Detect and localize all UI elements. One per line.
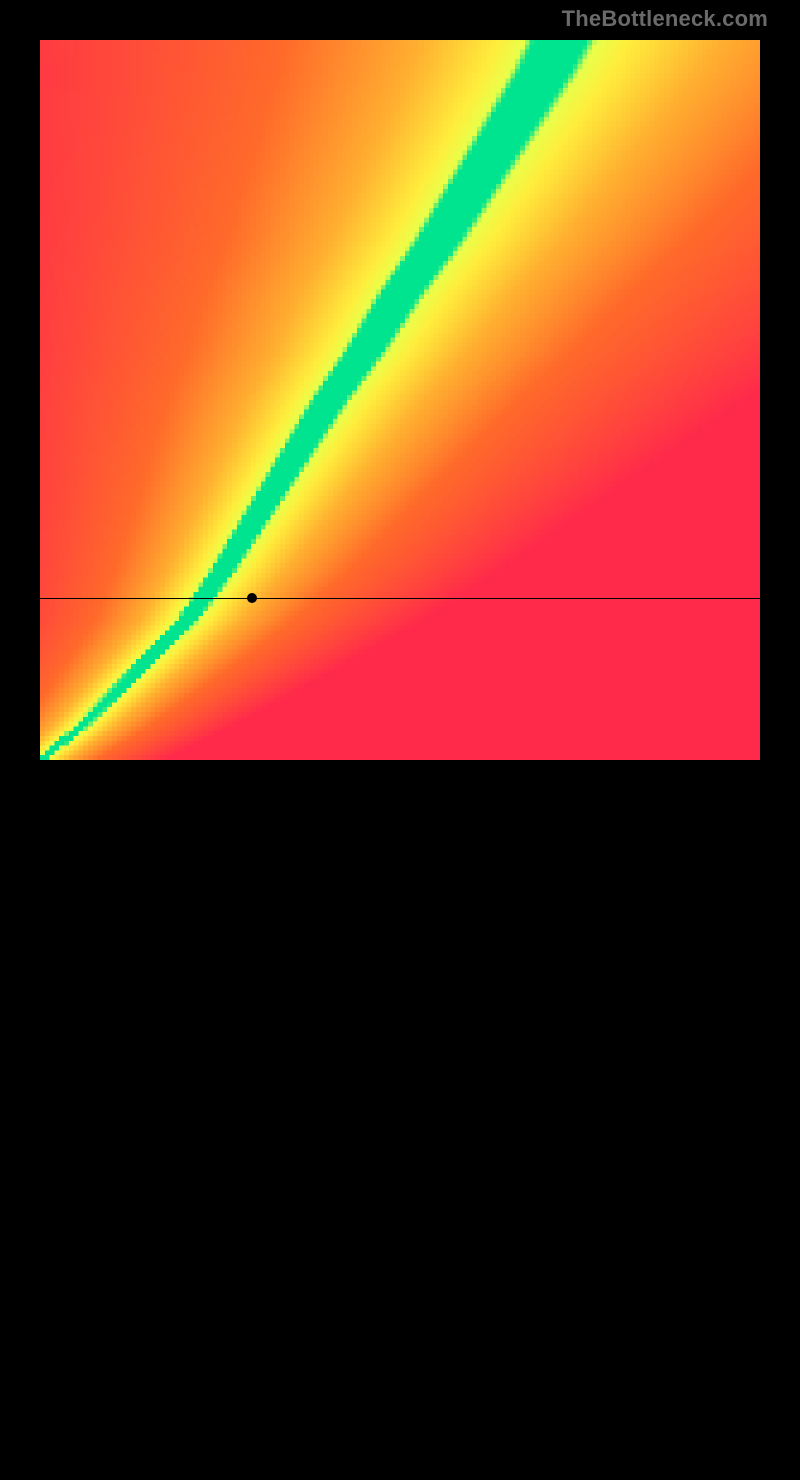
heatmap-canvas <box>40 40 760 760</box>
watermark-text: TheBottleneck.com <box>562 6 768 32</box>
crosshair-horizontal <box>40 598 760 599</box>
crosshair-vertical <box>252 760 253 1480</box>
selection-marker-dot <box>247 593 257 603</box>
heatmap-plot <box>40 40 760 760</box>
